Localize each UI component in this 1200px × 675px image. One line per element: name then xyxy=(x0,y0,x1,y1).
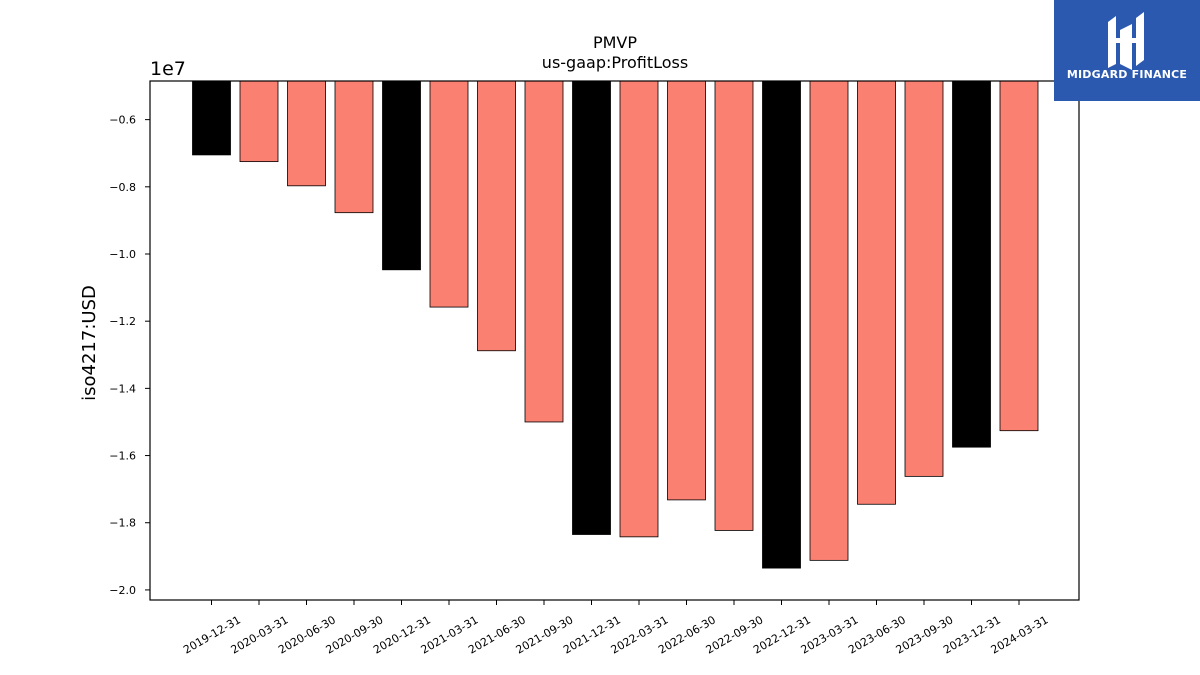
y-tick-label: −1.4 xyxy=(109,382,136,395)
y-tick-label: −0.6 xyxy=(109,114,136,127)
bar-2023-09-30 xyxy=(904,80,944,477)
y-tick-label: −1.2 xyxy=(109,315,136,328)
midgard-finance-logo: MIDGARD FINANCE xyxy=(1054,0,1200,101)
bar-2024-03-31 xyxy=(999,80,1039,432)
bar-2020-12-31 xyxy=(382,80,421,271)
bar-2023-06-30 xyxy=(857,80,896,505)
y-offset-text: 1e7 xyxy=(150,58,186,80)
bar-2021-09-30 xyxy=(524,80,564,423)
midgard-logo-icon xyxy=(1108,12,1144,70)
bar-2020-09-30 xyxy=(334,80,374,214)
bar-2022-12-31 xyxy=(762,80,801,569)
plot-frame xyxy=(149,80,1080,601)
bar-2022-09-30 xyxy=(714,80,754,531)
bar-2020-03-31 xyxy=(239,80,279,163)
bar-2023-12-31 xyxy=(952,80,991,448)
bar-2022-03-31 xyxy=(619,80,659,538)
chart-title: PMVP xyxy=(593,33,637,52)
bar-2021-03-31 xyxy=(429,80,469,308)
bar-2021-06-30 xyxy=(477,80,516,352)
bar-2019-12-31 xyxy=(192,80,231,156)
bar-2022-06-30 xyxy=(667,80,706,501)
logo-text: MIDGARD FINANCE xyxy=(1066,68,1188,81)
bar-2020-06-30 xyxy=(287,80,326,187)
y-tick-label: −1.0 xyxy=(109,248,136,261)
y-tick-label: −0.8 xyxy=(109,181,136,194)
chart-subtitle: us-gaap:ProfitLoss xyxy=(542,53,688,72)
y-axis-label: iso4217:USD xyxy=(79,285,100,401)
y-tick-label: −2.0 xyxy=(109,584,136,597)
y-tick-label: −1.6 xyxy=(109,450,136,463)
bar-2021-12-31 xyxy=(572,80,611,535)
bar-2023-03-31 xyxy=(809,80,849,561)
y-tick-label: −1.8 xyxy=(109,517,136,530)
